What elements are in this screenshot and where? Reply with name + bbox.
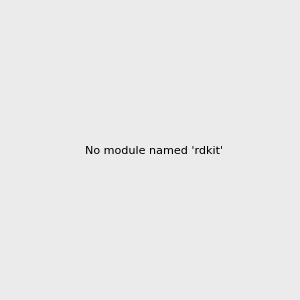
Text: No module named 'rdkit': No module named 'rdkit'	[85, 146, 223, 157]
